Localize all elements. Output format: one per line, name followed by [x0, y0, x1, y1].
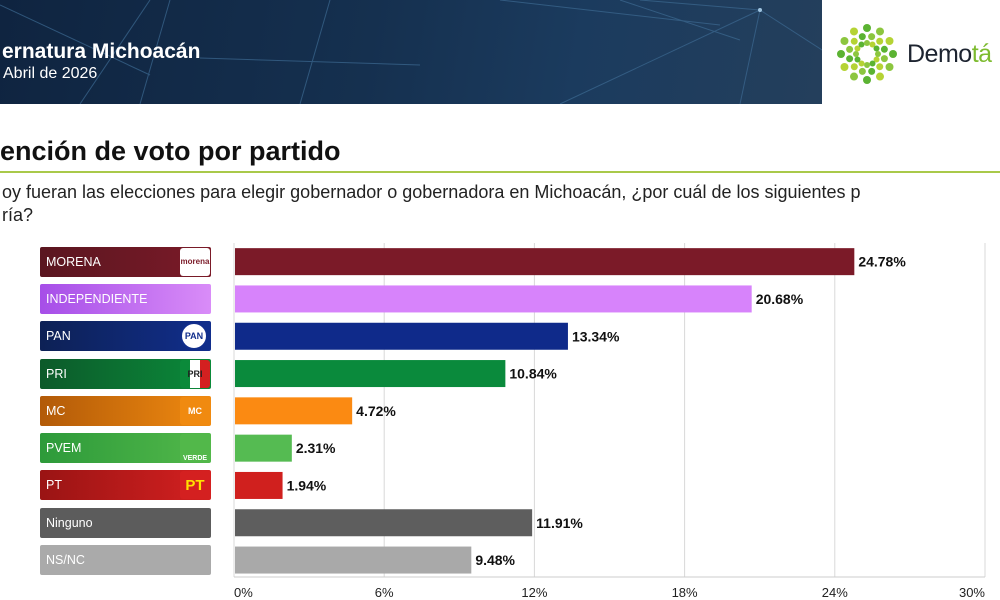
logo-petal [880, 45, 888, 53]
logo-petal [850, 27, 858, 36]
party-label-text: INDEPENDIENTE [46, 291, 148, 306]
bar-pan [235, 322, 568, 350]
bar-value-label: 2.31% [296, 440, 336, 456]
logo-petal [850, 72, 858, 81]
logo-petal [846, 45, 854, 53]
x-tick-label: 12% [521, 585, 547, 600]
survey-question: oy fueran las elecciones para elegir gob… [2, 181, 1000, 227]
logo-petal [874, 50, 881, 57]
report-title: ernatura Michoacán [2, 40, 201, 63]
party-label-ninguno: Ninguno [40, 507, 211, 538]
title-divider [0, 171, 1000, 173]
bar-value-label: 4.72% [356, 403, 396, 419]
logo-petal [885, 37, 894, 45]
logo-petal [876, 37, 884, 45]
x-tick-label: 30% [959, 585, 985, 600]
logo-petal [868, 33, 876, 41]
survey-question-line-1: oy fueran las elecciones para elegir gob… [2, 182, 861, 202]
brand-wordmark-main: Demo [907, 40, 972, 68]
logo-petal [873, 56, 880, 63]
brand-logo: Demotá [822, 0, 1000, 104]
bar-mc [235, 397, 353, 425]
logo-petal [863, 76, 871, 84]
logo-petal [858, 67, 866, 75]
bar-pt [235, 471, 283, 499]
party-label-text: MORENA [46, 254, 101, 269]
report-date: Abril de 2026 [3, 65, 98, 82]
logo-petal [889, 50, 897, 58]
party-label-pan: PAN PAN [40, 321, 211, 352]
logo-petal [853, 51, 860, 58]
logo-petal [864, 61, 871, 68]
logo-petal [854, 56, 861, 63]
logo-petal [858, 33, 866, 41]
logo-petal [863, 24, 871, 32]
network-background-icon [0, 0, 822, 104]
bar-independiente [235, 285, 752, 313]
brand-wordmark: Demotá [907, 40, 992, 69]
pvem-logo-icon: VERDE [180, 434, 210, 463]
bar-morena [235, 248, 855, 276]
party-label-text: PRI [46, 366, 67, 381]
party-label-text: Ninguno [46, 515, 93, 530]
bar-pri [235, 360, 506, 388]
bar-pvem [235, 434, 292, 462]
logo-petal [869, 41, 876, 48]
party-label-text: PAN [46, 329, 71, 344]
logo-petal [837, 50, 845, 58]
bar-value-label: 24.78% [858, 254, 906, 270]
logo-petal [840, 63, 849, 71]
party-label-morena: MORENA morena [40, 246, 211, 277]
party-label-text: NS/NC [46, 553, 85, 568]
logo-petal [869, 60, 876, 67]
demotactica-flower-icon [837, 24, 897, 84]
logo-petal [850, 37, 858, 45]
party-label-pt: PT PT [40, 470, 211, 501]
party-label-nsnc: NS/NC [40, 545, 211, 576]
logo-petal [854, 45, 861, 52]
x-tick-label: 6% [375, 585, 394, 600]
bar-value-label: 11.91% [536, 515, 583, 531]
party-label-text: MC [46, 403, 66, 418]
logo-petal [846, 55, 854, 63]
bar-nsnc [235, 546, 472, 574]
logo-petal [876, 27, 884, 36]
logo-petal [858, 41, 865, 48]
party-label-text: PVEM [46, 441, 82, 456]
bar-value-label: 13.34% [572, 328, 620, 344]
party-label-mc: MC MC [40, 395, 211, 426]
section-title: ención de voto por partido [0, 136, 341, 166]
logo-petal [876, 72, 884, 81]
bar-ninguno [235, 509, 533, 537]
x-tick-label: 0% [234, 585, 253, 600]
bar-value-label: 1.94% [287, 477, 327, 493]
pri-logo-icon: PRI [180, 359, 210, 388]
x-tick-label: 18% [672, 585, 698, 600]
party-label-independiente: INDEPENDIENTE [40, 283, 211, 314]
logo-petal [885, 63, 894, 71]
mc-logo-icon: MC [180, 396, 210, 425]
pan-logo-icon: PAN [180, 322, 208, 351]
logo-petal [863, 40, 870, 47]
logo-petal [858, 60, 865, 67]
logo-petal [876, 63, 884, 71]
party-label-pri: PRI PRI [40, 358, 211, 389]
survey-question-line-2: ría? [2, 205, 34, 225]
pt-logo-icon: PT [180, 471, 210, 500]
logo-petal [873, 45, 880, 52]
header-banner: ernatura Michoacán Abril de 2026 [0, 0, 822, 104]
brand-wordmark-accent: tá [971, 40, 992, 68]
bar-value-label: 10.84% [509, 366, 557, 382]
bar-value-label: 20.68% [756, 291, 804, 307]
morena-logo-icon: morena [180, 247, 210, 276]
party-label-text: PT [46, 478, 62, 493]
logo-petal [880, 55, 888, 63]
logo-petal [868, 67, 876, 75]
logo-petal [840, 37, 849, 45]
party-label-pvem: PVEM VERDE [40, 433, 211, 464]
x-tick-label: 24% [822, 585, 848, 600]
bar-value-label: 9.48% [475, 552, 515, 568]
logo-petal [850, 63, 858, 71]
